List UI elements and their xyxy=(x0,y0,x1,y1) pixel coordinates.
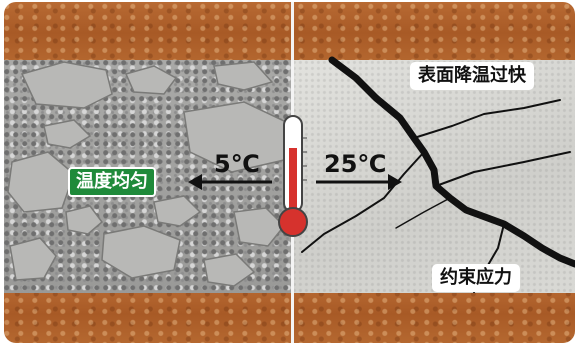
stone xyxy=(124,65,178,95)
high-temperature-label: 25℃ xyxy=(324,150,387,178)
stone xyxy=(153,195,202,227)
stone xyxy=(65,205,104,235)
soil-layer-bottom xyxy=(4,285,575,343)
low-temperature-label: 5℃ xyxy=(214,150,260,178)
gravel-stones xyxy=(7,61,287,287)
arrow-right-head xyxy=(388,174,402,190)
surface-cooling-label: 表面降温过快 xyxy=(410,62,534,90)
stone xyxy=(9,237,57,281)
stone xyxy=(203,253,256,287)
stone xyxy=(43,119,92,149)
stone xyxy=(213,61,274,91)
crack-pattern xyxy=(301,56,575,293)
illustration-frame: 温度均匀 5℃ 25℃ 表面降温过快 约束应力 xyxy=(4,2,575,343)
crack-branch xyxy=(435,151,571,187)
stone xyxy=(233,207,286,247)
uniform-temperature-label: 温度均匀 xyxy=(68,167,156,197)
crack-branch xyxy=(301,151,425,253)
soil-layer-top xyxy=(4,2,575,64)
crack-branch xyxy=(413,99,561,139)
restraint-stress-label: 约束应力 xyxy=(432,264,520,292)
stone xyxy=(7,151,75,213)
stone xyxy=(20,61,113,109)
crack-branch xyxy=(395,197,451,229)
crack-branch xyxy=(354,76,386,108)
arrow-left-head xyxy=(188,174,202,190)
stone xyxy=(101,225,181,279)
heat-flow-arrows xyxy=(188,174,402,190)
thermometer-icon xyxy=(278,115,308,237)
